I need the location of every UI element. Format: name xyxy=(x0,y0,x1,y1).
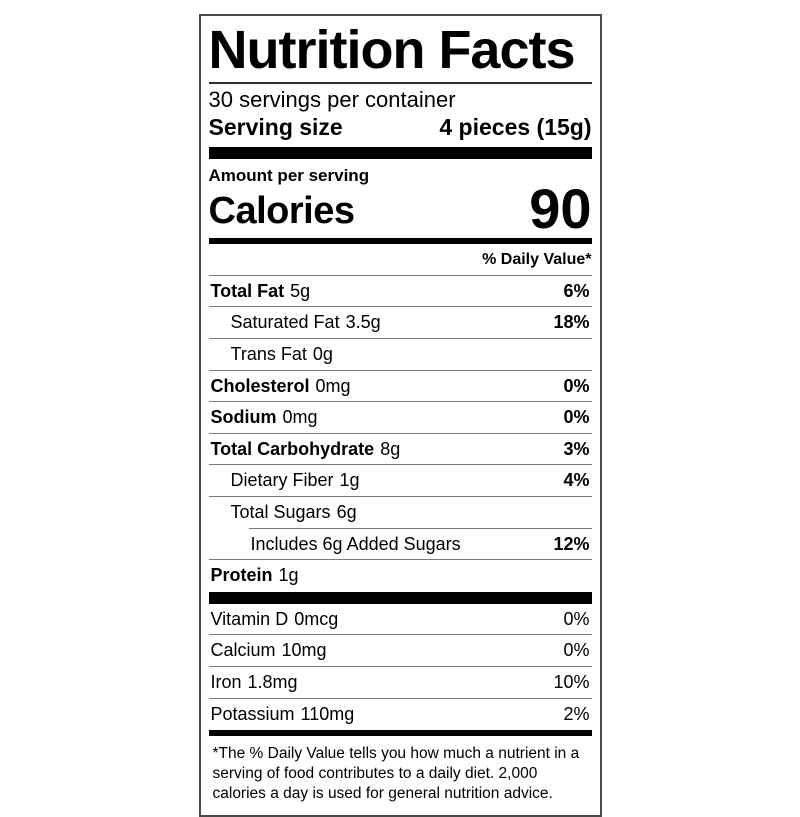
row-divider xyxy=(208,306,592,308)
nutrient-amount: 1g xyxy=(339,470,360,491)
row-divider xyxy=(208,634,592,636)
nutrient-row-sodium: Sodium 0mg 0% xyxy=(201,402,600,433)
row-divider-indented xyxy=(248,527,592,529)
row-divider xyxy=(208,666,592,667)
nutrient-amount: 0g xyxy=(312,344,333,365)
nutrient-amount: 110mg xyxy=(300,703,355,724)
section-divider-thick xyxy=(208,146,592,159)
serving-size-row: Serving size 4 pieces (15g) xyxy=(201,113,600,140)
nutrient-name: Iron xyxy=(210,672,242,692)
nutrient-amount: 10mg xyxy=(281,640,327,661)
nutrient-amount: 8g xyxy=(380,438,401,459)
nutrient-name: Protein xyxy=(210,565,273,586)
row-divider xyxy=(208,432,592,434)
daily-value-header: % Daily Value* xyxy=(482,250,592,268)
nutrient-amount: 1g xyxy=(278,565,299,586)
nutrient-name: Calcium xyxy=(210,640,276,661)
serving-size-value: 4 pieces (15g) xyxy=(439,113,592,140)
row-divider xyxy=(208,274,592,276)
nutrient-dv: 6% xyxy=(563,280,590,301)
nutrient-name: Total Sugars xyxy=(230,502,331,523)
nutrient-dv: 2% xyxy=(563,703,590,724)
nutrient-name: Sodium xyxy=(210,407,277,428)
nutrient-row-saturated-fat: Saturated Fat 3.5g 18% xyxy=(201,307,600,338)
row-divider xyxy=(208,338,592,340)
nutrient-dv: 0% xyxy=(563,608,590,629)
nutrient-name: Potassium xyxy=(210,703,295,724)
micronutrient-row-potassium: Potassium 110mg 2% xyxy=(201,699,600,730)
nutrient-amount: 3.5g xyxy=(345,312,381,333)
micronutrient-row-calcium: Calcium 10mg 0% xyxy=(201,635,600,666)
micronutrient-row-vitamin-d: Vitamin D 0mcg 0% xyxy=(201,604,600,635)
nutrient-name: Total Carbohydrate xyxy=(210,438,375,459)
nutrient-row-cholesterol: Cholesterol 0mg 0% xyxy=(201,371,600,402)
nutrient-name: Cholesterol xyxy=(210,375,310,396)
amount-per-serving-label: Amount per serving xyxy=(208,165,370,185)
nutrient-dv: 10% xyxy=(553,672,590,692)
nutrient-amount: 0mg xyxy=(315,375,351,396)
nutrient-row-trans-fat: Trans Fat 0g xyxy=(201,339,600,370)
serving-size-label: Serving size xyxy=(208,113,343,140)
nutrient-amount: 6g xyxy=(336,502,357,523)
row-divider xyxy=(208,496,592,498)
nutrient-name: Includes 6g Added Sugars xyxy=(250,533,461,554)
servings-per-container: 30 servings per container xyxy=(208,87,456,113)
nutrient-dv: 18% xyxy=(553,312,590,333)
micronutrient-row-iron: Iron 1.8mg 10% xyxy=(201,667,600,698)
nutrient-row-total-carbohydrate: Total Carbohydrate 8g 3% xyxy=(201,434,600,465)
calories-label: Calories xyxy=(208,189,355,232)
nutrient-row-added-sugars: Includes 6g Added Sugars 12% xyxy=(201,529,600,560)
section-divider-thick xyxy=(208,591,592,604)
nutrient-row-total-sugars: Total Sugars 6g xyxy=(201,497,600,528)
nutrient-name: Trans Fat xyxy=(230,344,307,365)
nutrient-amount: 1.8mg xyxy=(247,672,298,692)
nutrient-dv: 0% xyxy=(563,640,590,661)
daily-value-footnote: *The % Daily Value tells you how much a … xyxy=(212,745,580,803)
row-divider xyxy=(208,464,592,466)
nutrient-amount: 0mcg xyxy=(294,608,339,629)
nutrient-dv: 3% xyxy=(563,438,590,459)
nutrient-dv: 4% xyxy=(563,470,590,491)
row-divider xyxy=(208,369,592,371)
nutrient-name: Saturated Fat xyxy=(230,312,340,333)
nutrient-dv: 0% xyxy=(563,407,590,428)
nutrient-dv: 12% xyxy=(553,533,590,554)
calories-value: 90 xyxy=(529,176,592,240)
nutrient-row-total-fat: Total Fat 5g 6% xyxy=(201,276,600,307)
calories-row: Calories 90 xyxy=(201,176,600,240)
label-title: Nutrition Facts xyxy=(208,20,576,80)
row-divider xyxy=(208,697,592,699)
nutrient-name: Vitamin D xyxy=(210,608,289,629)
nutrient-amount: 0mg xyxy=(282,407,318,428)
nutrient-row-protein: Protein 1g xyxy=(201,560,600,591)
row-divider xyxy=(208,401,592,403)
nutrient-amount: 5g xyxy=(290,280,311,301)
nutrient-name: Dietary Fiber xyxy=(230,470,334,491)
row-divider xyxy=(208,559,592,561)
nutrition-facts-label: Nutrition Facts 30 servings per containe… xyxy=(198,14,602,817)
title-divider xyxy=(208,82,592,85)
calories-divider xyxy=(208,237,592,244)
nutrient-row-dietary-fiber: Dietary Fiber 1g 4% xyxy=(201,465,600,496)
footnote-divider xyxy=(208,730,592,737)
nutrient-name: Total Fat xyxy=(210,280,285,301)
nutrient-dv: 0% xyxy=(563,375,590,396)
